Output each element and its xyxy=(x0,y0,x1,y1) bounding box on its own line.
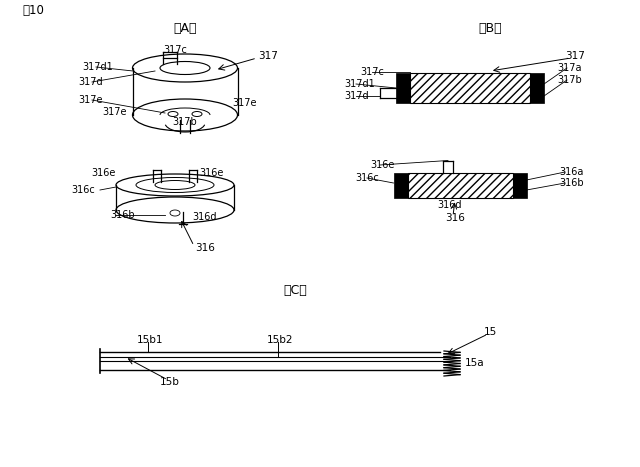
Text: 317b: 317b xyxy=(173,117,197,127)
Text: 316c: 316c xyxy=(355,173,379,183)
Text: 316a: 316a xyxy=(560,167,584,177)
Text: 図10: 図10 xyxy=(22,3,44,16)
Text: 317e: 317e xyxy=(233,98,257,108)
Text: （C）: （C） xyxy=(283,283,307,297)
Text: 316c: 316c xyxy=(71,185,95,195)
Text: 316e: 316e xyxy=(91,168,115,178)
Text: 316b: 316b xyxy=(560,178,584,188)
Bar xyxy=(410,73,530,103)
Text: 316e: 316e xyxy=(200,168,224,178)
Text: 317b: 317b xyxy=(557,75,582,85)
Bar xyxy=(408,172,513,198)
Bar xyxy=(396,73,410,103)
Text: 316d: 316d xyxy=(193,212,217,222)
Text: 317e: 317e xyxy=(78,95,102,105)
Text: 317: 317 xyxy=(258,51,278,61)
Text: 15: 15 xyxy=(483,327,497,337)
Text: 316b: 316b xyxy=(110,210,134,220)
Text: 317c: 317c xyxy=(360,67,384,77)
Bar xyxy=(513,172,527,198)
Text: 15b: 15b xyxy=(160,377,180,387)
Text: （B）: （B） xyxy=(478,21,502,35)
Text: 15b2: 15b2 xyxy=(267,335,293,345)
Text: （A）: （A） xyxy=(173,21,196,35)
Text: 317d: 317d xyxy=(78,77,102,87)
Text: 316: 316 xyxy=(445,213,465,223)
Text: 317d1: 317d1 xyxy=(82,62,113,72)
Bar xyxy=(530,73,544,103)
Text: 15b1: 15b1 xyxy=(137,335,163,345)
Text: 316d: 316d xyxy=(438,200,462,210)
Text: 317: 317 xyxy=(565,51,585,61)
Text: 317a: 317a xyxy=(557,63,582,73)
Bar xyxy=(394,172,408,198)
Text: 15a: 15a xyxy=(465,358,484,368)
Text: 317d1: 317d1 xyxy=(344,79,375,89)
Text: 316e: 316e xyxy=(370,160,394,170)
Text: 317e: 317e xyxy=(103,107,127,117)
Text: 316: 316 xyxy=(195,243,215,253)
Text: 317c: 317c xyxy=(163,45,187,55)
Text: 317d: 317d xyxy=(344,91,369,101)
